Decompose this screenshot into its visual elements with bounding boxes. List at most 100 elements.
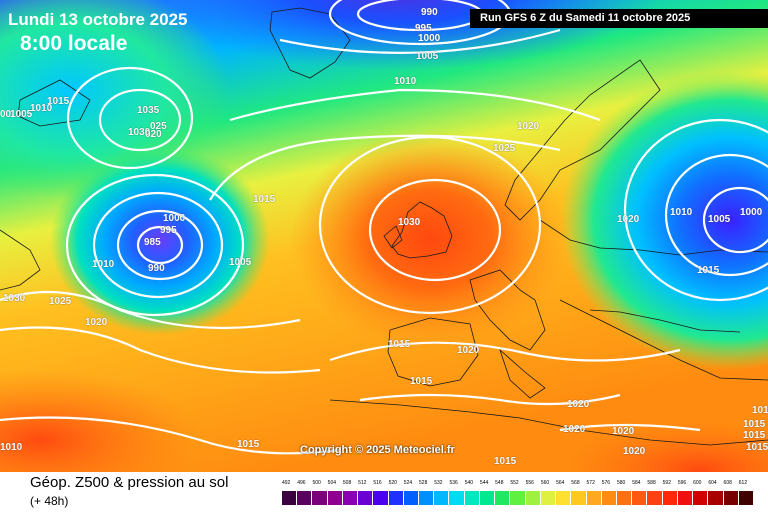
copyright-text: Copyright © 2025 Meteociel.fr — [300, 444, 455, 456]
valid-date: Lundi 13 octobre 2025 — [8, 10, 188, 29]
scale-tick-label: 596 — [677, 480, 687, 486]
isobar-label: 1020 — [623, 446, 646, 457]
legend-title: Géop. Z500 & pression au sol — [30, 474, 229, 491]
isobar-label: 1015 — [746, 442, 768, 453]
scale-swatch — [495, 491, 510, 505]
scale-tick-label: 600 — [693, 480, 702, 486]
scale-tick-label: 544 — [479, 480, 489, 486]
scale-swatch — [556, 491, 571, 505]
geopotential-map — [0, 0, 768, 472]
scale-tick-label: 528 — [419, 480, 428, 486]
scale-tick-label: 580 — [616, 480, 626, 486]
run-info-label: Run GFS 6 Z du Samedi 11 octobre 2025 — [480, 12, 691, 24]
scale-swatch — [373, 491, 388, 505]
scale-tick-label: 516 — [373, 480, 382, 486]
scale-tick-label: 564 — [556, 480, 565, 486]
scale-swatch — [708, 491, 723, 505]
isobar-label: 1015 — [237, 439, 260, 450]
isobar-label: 1015 — [47, 96, 70, 107]
scale-tick-label: 568 — [571, 480, 580, 486]
scale-swatch — [586, 491, 601, 505]
scale-swatch — [327, 491, 342, 505]
scale-swatch — [662, 491, 677, 505]
scale-swatch — [510, 491, 525, 505]
scale-tick-label: 532 — [434, 480, 443, 486]
scale-swatch — [449, 491, 464, 505]
isobar-label: 1025 — [493, 143, 516, 154]
isobar-label: 1015 — [743, 419, 766, 430]
scale-swatch — [388, 491, 403, 505]
scale-tick-label: 540 — [464, 480, 474, 486]
isobar-label: 1010 — [30, 103, 53, 114]
scale-swatch — [525, 491, 540, 505]
isobar-label: 985 — [144, 237, 161, 248]
color-scale: 492 496 500 504 508 512 516 520 524 528 532 536 540 5… — [282, 480, 754, 510]
scale-tick-label: 552 — [510, 480, 519, 486]
isobar-label: 995 — [160, 225, 177, 236]
isobar-label: 1015 — [697, 265, 720, 276]
valid-time: 8:00 locale — [20, 32, 128, 55]
scale-tick-label: 612 — [738, 480, 748, 486]
scale-tick-label: 604 — [708, 480, 717, 486]
isobar-label: 1010 — [0, 442, 23, 453]
scale-tick-label: 548 — [495, 480, 504, 486]
isobar-label: 1005 — [229, 257, 252, 268]
isobar-label: 1010 — [92, 259, 115, 270]
scale-swatch — [403, 491, 419, 505]
scale-swatch — [282, 491, 297, 505]
isobar-label: 1020 — [563, 424, 586, 435]
isobar-label: 1020 — [567, 399, 590, 410]
isobar-label: 1030 — [3, 293, 26, 304]
scale-swatch — [342, 491, 358, 505]
scale-tick-label: 592 — [662, 480, 671, 486]
scale-tick-label: 572 — [586, 480, 595, 486]
scale-swatch — [434, 491, 449, 505]
scale-swatch — [312, 491, 327, 505]
scale-swatch — [616, 491, 632, 505]
scale-tick-label: 492 — [282, 480, 291, 486]
isobar-label: 1000 — [740, 207, 763, 218]
scale-swatch — [540, 491, 556, 505]
scale-swatch — [738, 491, 753, 505]
isobar-label: 1030 — [128, 127, 151, 138]
scale-tick-label: 536 — [449, 480, 458, 486]
isobar-label: 1015 — [253, 194, 276, 205]
isobar-label: 1015 — [743, 430, 766, 441]
scale-tick-label: 500 — [312, 480, 321, 486]
scale-tick-label: 560 — [540, 480, 550, 486]
scale-swatch — [479, 491, 495, 505]
isobar-label: 1030 — [398, 217, 421, 228]
legend-footer: Géop. Z500 & pression au sol (+ 48h) 492… — [0, 472, 768, 512]
isobar-label: 00 — [0, 109, 12, 120]
isobar-label: 1020 — [517, 121, 540, 132]
scale-tick-label: 508 — [342, 480, 352, 486]
isobar-label: 995 — [415, 23, 432, 34]
scale-swatch — [297, 491, 312, 505]
scale-swatch — [693, 491, 708, 505]
isobar-label: 990 — [421, 7, 438, 18]
isobar-label: 1010 — [670, 207, 693, 218]
scale-tick-label: 588 — [647, 480, 656, 486]
scale-swatch — [419, 491, 434, 505]
isobar-label: 1015 — [388, 339, 411, 350]
scale-swatch — [723, 491, 738, 505]
isobar-label: 1015 — [410, 376, 433, 387]
scale-tick-label: 520 — [388, 480, 397, 486]
scale-tick-label: 496 — [297, 480, 306, 486]
isobar-label: 1005 — [416, 51, 439, 62]
isobar-label: 1020 — [457, 345, 480, 356]
run-info-box: Run GFS 6 Z du Samedi 11 octobre 2025 — [470, 9, 768, 28]
scale-tick-label: 524 — [403, 480, 413, 486]
isobar-label: 1025 — [49, 296, 72, 307]
coastlines — [0, 7, 768, 446]
scale-swatch — [601, 491, 616, 505]
scale-tick-label: 512 — [358, 480, 367, 486]
isobar-label: 1015 — [494, 456, 517, 467]
isobar-label: 1020 — [612, 426, 635, 437]
scale-tick-label: 608 — [723, 480, 732, 486]
isobar-label: 1000 — [163, 213, 186, 224]
scale-tick-label: 576 — [601, 480, 611, 486]
scale-swatch — [677, 491, 693, 505]
isobar-label: 020 — [145, 129, 162, 140]
